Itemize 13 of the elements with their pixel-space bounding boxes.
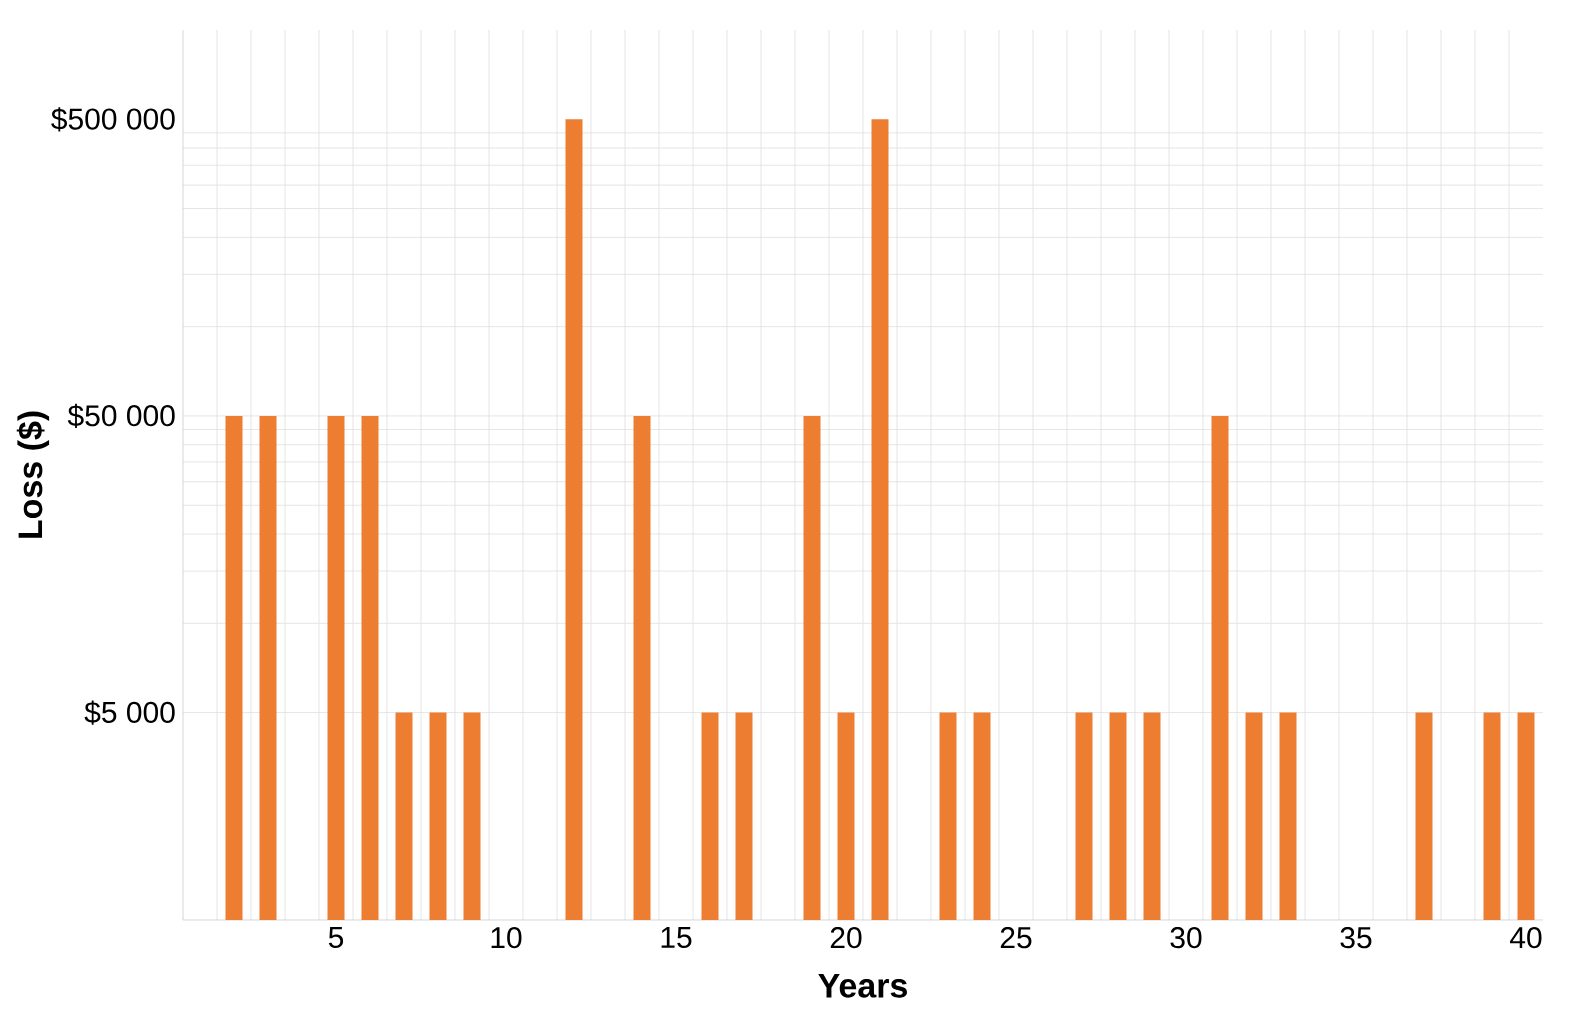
x-tick-label: 30 <box>1170 927 1202 949</box>
y-axis-title: Loss ($) <box>16 411 50 538</box>
y-tick-label: $5 000 <box>84 700 175 725</box>
x-tick-label: 40 <box>1510 927 1542 949</box>
x-tick-label: 5 <box>328 927 344 948</box>
x-tick-label: 20 <box>830 927 862 949</box>
x-tick-label: 35 <box>1340 927 1372 949</box>
x-tick-label: 10 <box>491 927 522 949</box>
y-tick-label: $50 000 <box>67 403 175 429</box>
x-tick-label: 25 <box>1000 927 1032 949</box>
x-axis-title: Years <box>818 974 907 998</box>
x-tick-label: 15 <box>661 927 692 948</box>
y-tick-label: $500 000 <box>51 107 175 132</box>
